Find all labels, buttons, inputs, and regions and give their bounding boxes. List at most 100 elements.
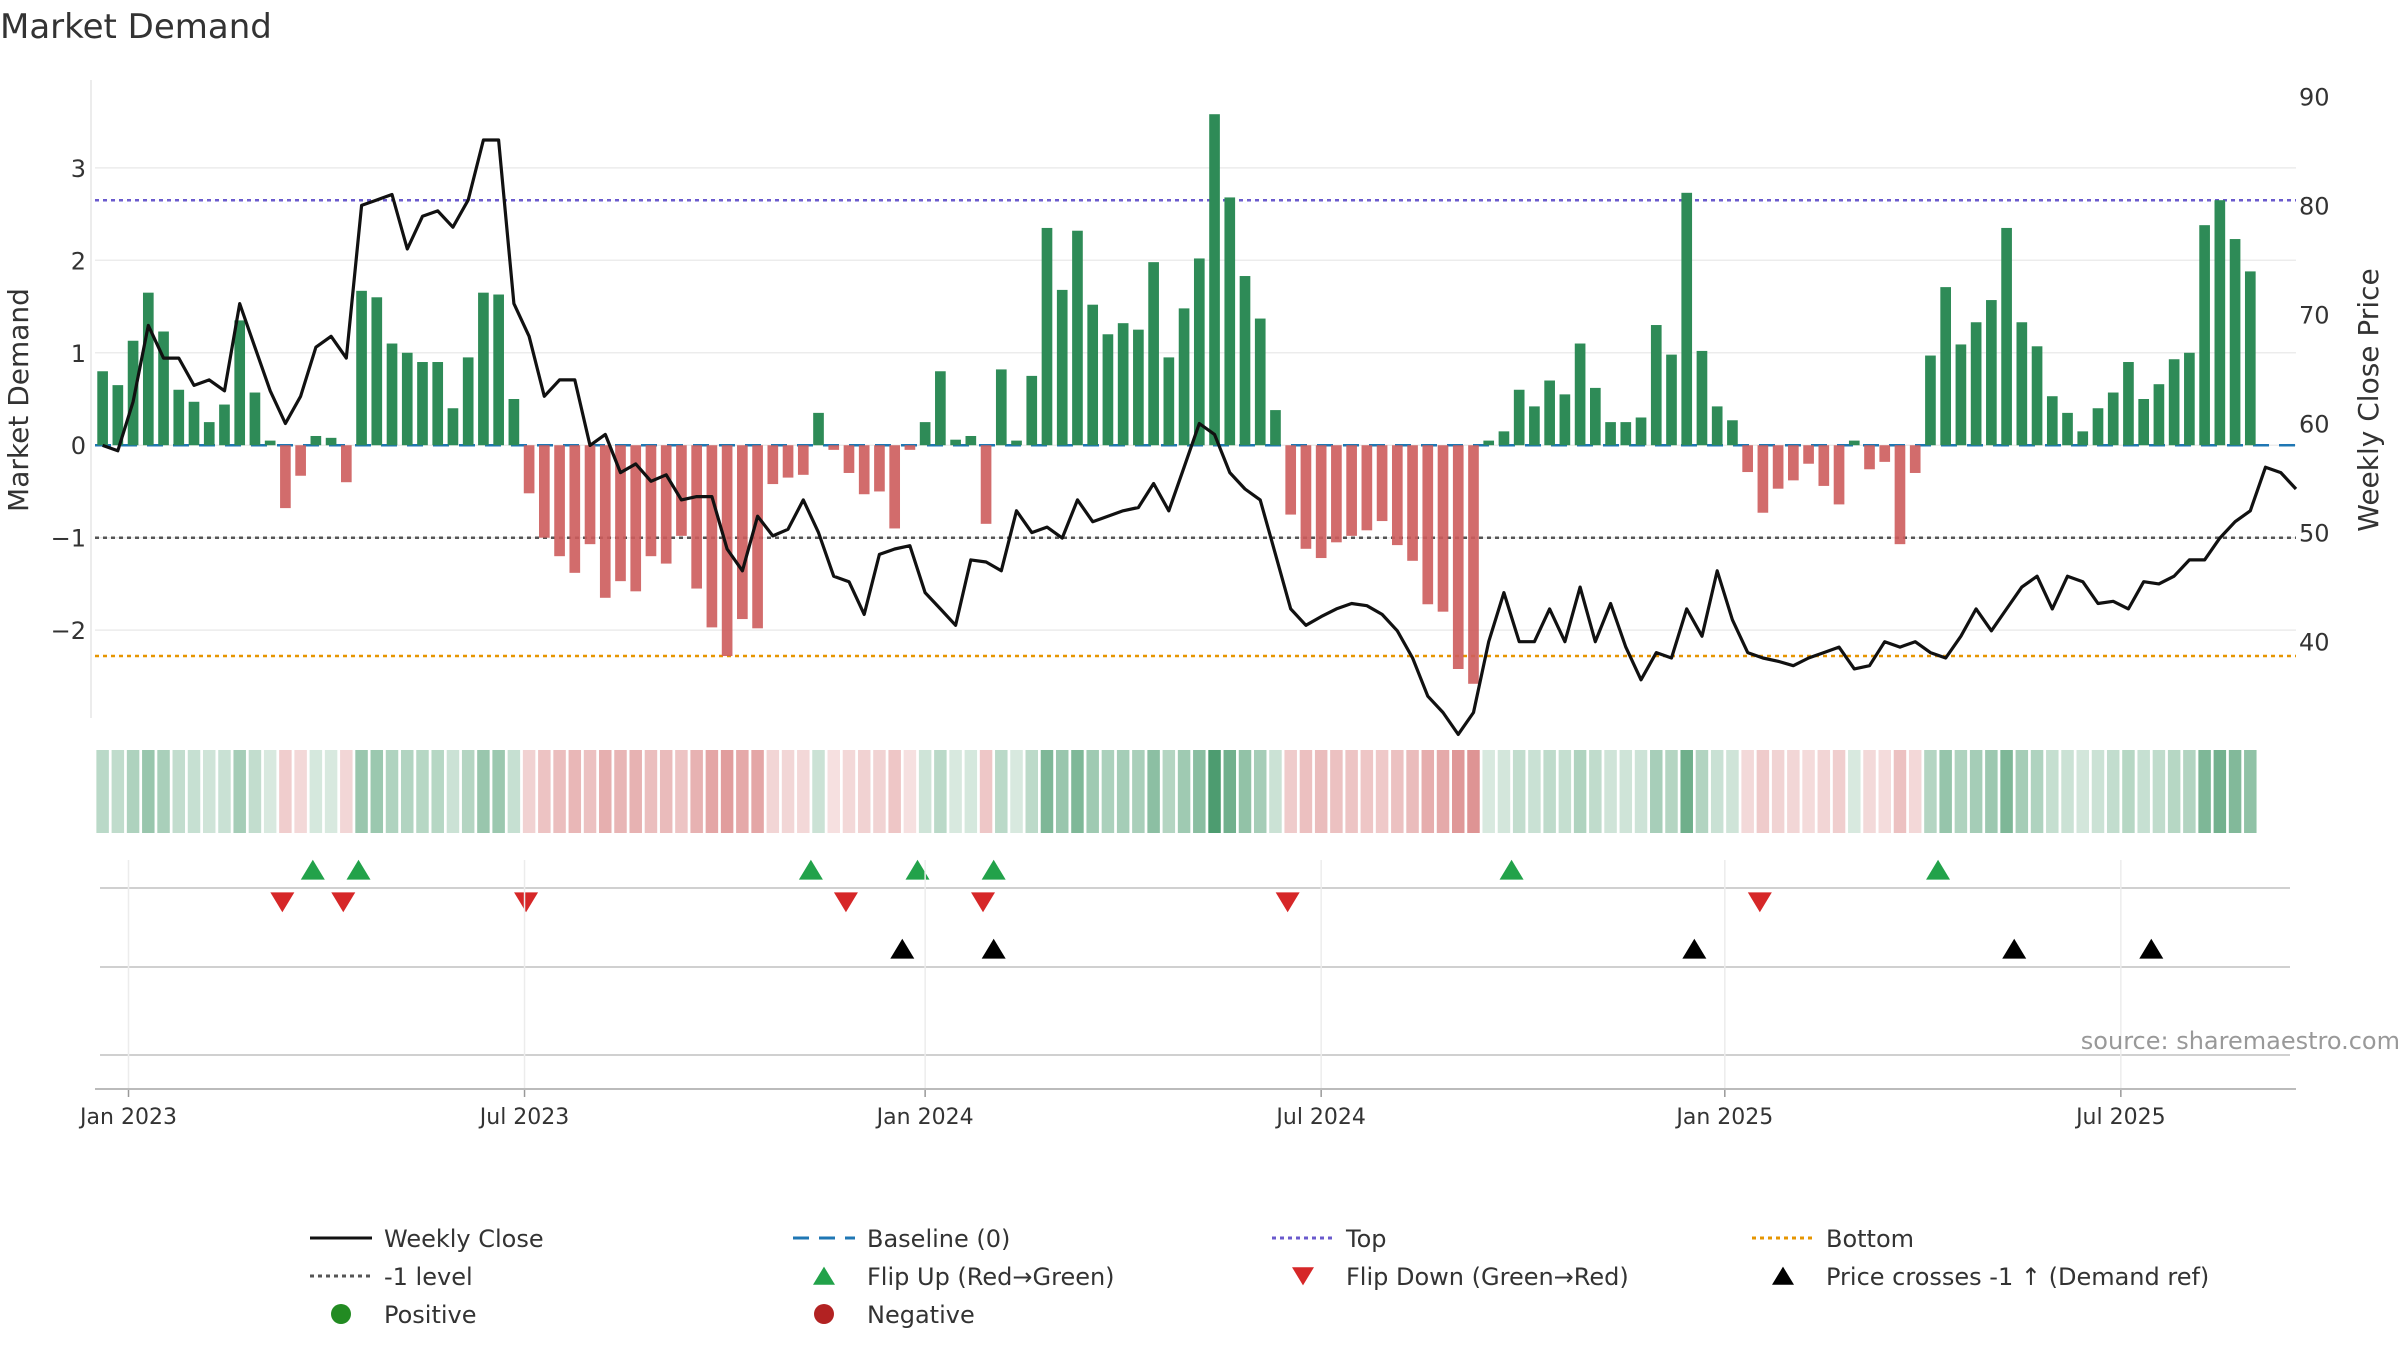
heat-cell-positive: [1543, 750, 1556, 833]
heat-cell-positive: [477, 750, 490, 833]
demand-bar-positive: [1224, 197, 1236, 446]
heat-cell-positive: [2015, 750, 2029, 833]
demand-bar-positive: [1498, 431, 1510, 446]
demand-bar-positive: [1590, 387, 1601, 446]
legend-label: Price crosses -1 ↑ (Demand ref): [1826, 1263, 2209, 1291]
legend-label: Bottom: [1826, 1225, 1914, 1253]
legend-item: Price crosses -1 ↑ (Demand ref): [1772, 1263, 2209, 1291]
heat-cell-positive: [2076, 750, 2089, 833]
legend-item: Baseline (0): [793, 1225, 1010, 1253]
demand-bar-negative: [1376, 445, 1388, 522]
heat-cell-positive: [507, 750, 521, 833]
heat-cell-negative: [629, 750, 642, 833]
demand-bar-positive: [1727, 420, 1738, 446]
heat-cell-positive: [934, 750, 947, 833]
demand-bar-negative: [615, 445, 626, 582]
heat-cell-positive: [172, 750, 186, 833]
demand-bar-positive: [2214, 200, 2226, 446]
flip-up-marker: [981, 859, 1006, 880]
heat-cell-positive: [1710, 750, 1724, 833]
demand-bar-positive: [310, 435, 322, 446]
demand-bar-positive: [508, 399, 520, 446]
demand-bar-positive: [2123, 362, 2134, 446]
legend-label: Flip Up (Red→Green): [867, 1263, 1115, 1291]
demand-bar-negative: [1407, 445, 1418, 561]
heat-cell-positive: [142, 750, 155, 833]
heat-cell-positive: [2213, 750, 2227, 833]
demand-bar-positive: [1529, 406, 1540, 446]
heat-cell-positive: [1040, 750, 1054, 833]
demand-bar-positive: [142, 292, 154, 446]
demand-bar-negative: [1788, 445, 1799, 481]
heat-cell-positive: [1558, 750, 1572, 833]
demand-bar-negative: [340, 445, 352, 483]
heat-cell-positive: [2183, 750, 2196, 833]
heat-cell-positive: [1238, 750, 1252, 833]
demand-bar-positive: [2046, 396, 2058, 446]
y-right-tick-label: 80: [2299, 192, 2330, 220]
x-tick-label: Jan 2024: [875, 1105, 974, 1130]
legend-item: -1 level: [310, 1263, 473, 1291]
demand-bar-negative: [280, 445, 291, 509]
heat-cell-negative: [659, 750, 673, 833]
demand-bar-negative: [1468, 445, 1479, 684]
heat-cell-negative: [1421, 750, 1435, 833]
legend-swatch-triangle-up: [1772, 1266, 1794, 1285]
heat-cell-negative: [1391, 750, 1404, 833]
demand-bar-positive: [2092, 408, 2104, 446]
heat-cell-negative: [1330, 750, 1343, 833]
legend-swatch-triangle-down: [1292, 1267, 1314, 1286]
demand-bar-positive: [1681, 192, 1693, 446]
demand-bar-negative: [797, 445, 809, 475]
legend-label: -1 level: [384, 1263, 473, 1291]
legend-label: Negative: [867, 1301, 975, 1329]
y-right-tick-label: 50: [2299, 520, 2330, 548]
heat-cell-positive: [1132, 750, 1145, 833]
price-cross-marker: [1682, 938, 1707, 959]
heat-cell-negative: [583, 750, 597, 833]
heat-cell-positive: [2000, 750, 2013, 833]
demand-bar-negative: [706, 445, 718, 628]
demand-bar-positive: [2184, 352, 2195, 446]
flip-down-marker: [270, 892, 295, 913]
demand-bar-positive: [417, 362, 428, 446]
heat-cell-positive: [126, 750, 140, 833]
heat-cell-negative: [1863, 750, 1876, 833]
demand-bar-positive: [249, 392, 261, 446]
heat-cell-positive: [1208, 750, 1221, 833]
heat-cell-positive: [248, 750, 262, 833]
heat-cell-negative: [720, 750, 734, 833]
demand-bar-negative: [1803, 445, 1814, 464]
y-left-tick-label: 0: [71, 432, 86, 460]
demand-bar-positive: [1955, 344, 1967, 446]
heat-cell-negative: [736, 750, 749, 833]
heat-cell-positive: [202, 750, 216, 833]
demand-bar-positive: [112, 385, 124, 446]
legend-swatch-triangle-up: [813, 1266, 835, 1285]
heat-cell-negative: [568, 750, 582, 833]
weekly-close-path: [102, 138, 2298, 737]
y-right-tick-label: 40: [2299, 629, 2330, 657]
legend-item: Top: [1272, 1225, 1387, 1253]
heat-cell-positive: [2122, 750, 2135, 833]
demand-bar-negative: [1285, 445, 1297, 515]
demand-bar-positive: [2229, 239, 2241, 446]
demand-heat-strip: [96, 750, 2257, 833]
demand-bar-positive: [1011, 440, 1022, 446]
heat-cell-negative: [873, 750, 886, 833]
demand-bar-positive: [965, 435, 977, 446]
demand-bar-negative: [1315, 445, 1327, 559]
heat-cell-negative: [1741, 750, 1754, 833]
heat-cell-negative: [553, 750, 566, 833]
demand-bar-negative: [904, 445, 916, 450]
demand-bar-positive: [1650, 325, 1662, 446]
heat-cell-negative: [842, 750, 856, 833]
demand-bar-positive: [325, 437, 337, 446]
demand-bar-negative: [889, 445, 901, 529]
demand-bar-positive: [1148, 262, 1159, 446]
heat-cell-positive: [492, 750, 505, 833]
demand-bar-positive: [462, 357, 474, 446]
y-left-tick-label: 2: [71, 247, 86, 275]
weekly-close-line: [102, 138, 2298, 737]
legend-item: Flip Up (Red→Green): [813, 1263, 1115, 1291]
